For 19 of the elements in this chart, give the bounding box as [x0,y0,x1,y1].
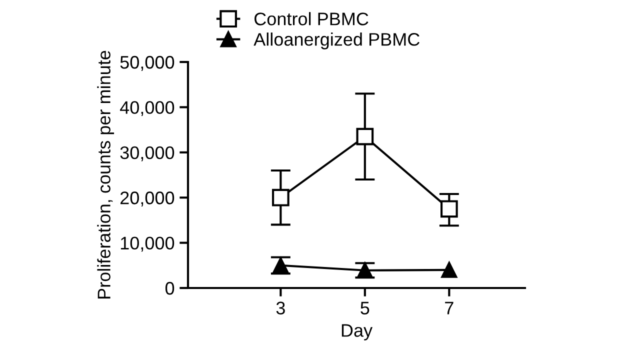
y-tick-label: 20,000 [120,192,174,206]
y-axis-title: Proliferation, counts per minute [97,50,114,298]
legend-label: Control PBMC [254,12,368,26]
x-axis-title: Day [342,324,373,340]
x-tick-label: 7 [445,302,454,314]
point [440,200,458,218]
point [356,262,373,278]
y-tick-label: 30,000 [120,146,174,162]
point [356,128,374,146]
legend-label: Alloanergized PBMC [254,32,420,50]
x-tick-label: 5 [360,302,370,314]
y-tick-label: 10,000 [120,236,174,252]
point [272,188,290,206]
point [272,257,289,274]
y-tick-label: 40,000 [120,101,174,116]
x-tick-label: 3 [276,302,285,314]
point [441,262,458,278]
y-tick-label: 0 [165,282,174,295]
y-tick-label: 50,000 [120,56,174,71]
